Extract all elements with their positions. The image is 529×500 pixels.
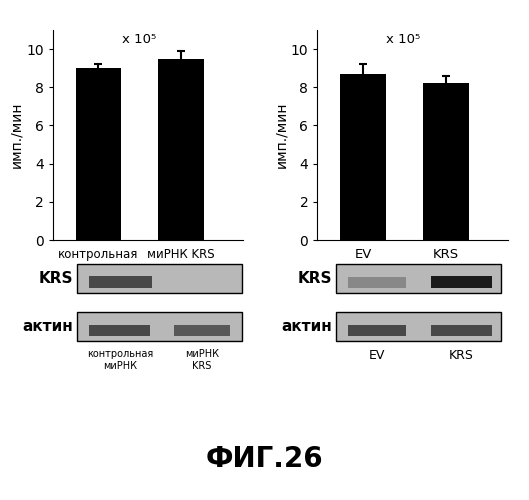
Text: EV: EV — [369, 349, 386, 362]
Bar — [77, 312, 242, 341]
Bar — [336, 312, 501, 341]
Text: x 10⁵: x 10⁵ — [386, 34, 421, 46]
Text: KRS: KRS — [449, 349, 473, 362]
Y-axis label: имп./мин: имп./мин — [10, 102, 23, 168]
Bar — [431, 325, 491, 336]
Bar — [348, 325, 406, 336]
Text: актин: актин — [22, 320, 73, 334]
Text: актин: актин — [281, 320, 332, 334]
Bar — [159, 58, 204, 240]
Text: KRS: KRS — [298, 272, 332, 286]
Bar — [423, 84, 469, 240]
Y-axis label: имп./мин: имп./мин — [274, 102, 288, 168]
Bar — [340, 74, 386, 240]
Text: ФИГ.26: ФИГ.26 — [206, 445, 323, 473]
Bar — [89, 325, 150, 336]
Text: контрольная
миРНК: контрольная миРНК — [87, 349, 153, 371]
Bar — [431, 276, 491, 288]
Bar — [336, 264, 501, 293]
Bar — [89, 276, 152, 287]
Text: KRS: KRS — [39, 272, 73, 286]
Bar — [348, 277, 406, 287]
Bar — [77, 264, 242, 293]
Text: x 10⁵: x 10⁵ — [122, 34, 156, 46]
Text: миРНК
KRS: миРНК KRS — [185, 349, 219, 371]
Bar — [174, 325, 230, 336]
Bar — [76, 68, 121, 240]
